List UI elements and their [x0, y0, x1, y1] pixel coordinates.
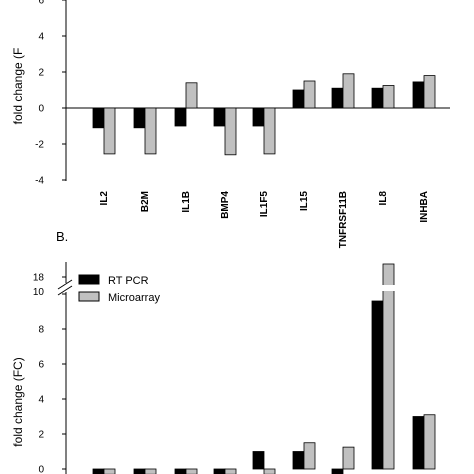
panel-a-bar-rt-pcr [412, 81, 425, 109]
legend-swatch-rt-pcr [78, 274, 100, 285]
panel-b-y-tick-label: 0 [38, 465, 44, 474]
panel-a-bar-microarray [423, 75, 436, 109]
panel-a-category-label: BMP4 [220, 191, 231, 219]
panel-a-y-tick-label: -2 [35, 140, 44, 151]
panel-a-y-tick-label: 2 [38, 68, 44, 79]
legend-swatch-microarray [78, 291, 100, 302]
panel-a-category-label: IL2 [99, 191, 110, 206]
panel-b-bar-microarray [303, 442, 316, 470]
panel-b-bar-rt-pcr [331, 468, 344, 474]
legend-label-microarray: Microarray [108, 292, 160, 304]
panel-b-y-ticks: 0 2 4 6 8 10 18 [33, 273, 66, 474]
panel-a-y-tick-label: 0 [38, 104, 44, 115]
panel-a-category-labels: IL2 B2M IL1B BMP4 IL1F5 IL15 TNFRSF11B IL8 INHBA [99, 191, 430, 249]
panel-b-y-tick-label: 8 [38, 325, 44, 336]
panel-a-category-label: B2M [140, 191, 151, 212]
panel-a-bar-rt-pcr [371, 87, 384, 109]
panel-b-bar-microarray [263, 468, 276, 474]
panel-a-bar-microarray [103, 107, 116, 155]
panel-a-y-tick-label: -4 [35, 176, 44, 187]
panel-b-y-tick-label: 2 [38, 430, 44, 441]
panel-a-bar-microarray [224, 107, 237, 156]
panel-b-y-tick-label: 10 [33, 287, 45, 298]
panel-a-bar-rt-pcr [133, 107, 146, 129]
panel-a-category-label: IL15 [299, 191, 310, 211]
panel-b-bars [92, 263, 436, 474]
panel-a-category-label: IL1B [181, 191, 192, 213]
panel-a-category-label: INHBA [419, 191, 430, 223]
panel-a-category-label: IL8 [378, 191, 389, 206]
panel-a-bar-rt-pcr [213, 107, 226, 127]
panel-a-bar-microarray [303, 80, 316, 109]
panel-a-bar-microarray [342, 73, 355, 109]
panel-b-bar-rt-pcr [252, 451, 265, 470]
panel-a-category-label: TNFRSF11B [338, 191, 349, 248]
panel-b-bar-microarray [103, 468, 116, 474]
panel-a-bar-rt-pcr [331, 87, 344, 109]
panel-a-bar-microarray [185, 82, 198, 109]
panel-a-bars [92, 73, 436, 156]
panel-b-y-tick-label: 18 [33, 273, 45, 284]
panel-b-bar-microarray [185, 468, 198, 474]
panel-b-bar-break-gap [382, 285, 395, 291]
panel-b-axis-break [57, 279, 73, 296]
panel-b-bar-microarray [382, 263, 395, 470]
panel-b-bar-rt-pcr [371, 300, 384, 470]
panel-b-bar-rt-pcr [174, 468, 187, 474]
panel-b-bar-microarray [342, 446, 355, 470]
panel-a-y-axis-title: fold change (F [11, 48, 25, 125]
panel-b-bar-rt-pcr [412, 416, 425, 470]
panel-b-bar-microarray [423, 414, 436, 470]
panel-a-y-tick-label: 4 [38, 32, 44, 43]
panel-a-bar-microarray [144, 107, 157, 155]
panel-b-chart: B. fold change (FC) 0 2 4 6 8 10 18 RT PCR Mic… [11, 229, 436, 474]
panel-a-bar-rt-pcr [252, 107, 265, 127]
panel-a-y-ticks: -4 -2 0 2 4 6 [35, 0, 66, 187]
panel-b-bar-rt-pcr [133, 468, 146, 474]
panel-b-y-tick-label: 4 [38, 395, 44, 406]
panel-b-bar-microarray [224, 468, 237, 474]
panel-b-bar-rt-pcr [213, 468, 226, 474]
panel-a-y-tick-label: 6 [38, 0, 44, 7]
panel-a-category-label: IL1F5 [259, 191, 270, 218]
panel-a-bar-microarray [263, 107, 276, 155]
panel-b-legend: RT PCR Microarray [78, 274, 160, 304]
panel-a-bar-rt-pcr [92, 107, 105, 129]
panel-b-y-tick-label: 6 [38, 360, 44, 371]
panel-b-label: B. [56, 229, 68, 244]
panel-a-bar-microarray [382, 85, 395, 109]
panel-b-bar-microarray [144, 468, 157, 474]
panel-b-y-axis-title: fold change (FC) [11, 357, 25, 446]
panel-b-bar-rt-pcr [292, 451, 305, 470]
panel-a-bar-rt-pcr [174, 107, 187, 127]
panel-a-bar-rt-pcr [292, 89, 305, 109]
legend-label-rt-pcr: RT PCR [108, 275, 149, 287]
panel-b-bar-rt-pcr [92, 468, 105, 474]
